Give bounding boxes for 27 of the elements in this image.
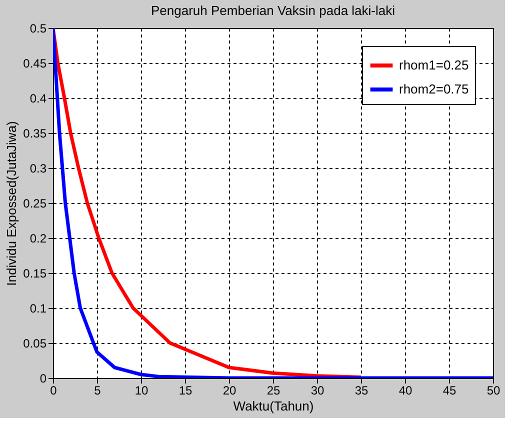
x-tick-label: 40: [398, 384, 412, 398]
x-tick-label: 50: [486, 384, 500, 398]
y-tick-label: 0.4: [30, 92, 47, 106]
y-tick-label: 0.3: [30, 162, 47, 176]
y-tick-label: 0.2: [30, 232, 47, 246]
x-tick-label: 25: [266, 384, 280, 398]
x-tick-label: 5: [94, 384, 102, 398]
y-tick-label: 0.25: [23, 196, 47, 210]
x-tick-label: 10: [134, 384, 148, 398]
x-tick-label: 35: [354, 384, 368, 398]
y-tick-label: 0.45: [23, 56, 47, 70]
x-tick-label: 20: [222, 384, 236, 398]
x-tick-label: 0: [50, 384, 58, 398]
chart-title: Pengaruh Pemberian Vaksin pada laki-laki: [150, 3, 396, 18]
y-tick-label: 0.1: [30, 302, 47, 316]
x-tick-label: 45: [442, 384, 456, 398]
x-axis-title: Waktu(Tahun): [233, 398, 314, 414]
legend-label: rhom1=0.25: [399, 58, 469, 72]
y-axis-title: Individu Expossed(JutaJiwa): [4, 121, 20, 286]
y-tick-label: 0: [40, 372, 47, 386]
legend-label: rhom2=0.75: [399, 82, 469, 96]
y-tick-label: 0.05: [23, 336, 47, 350]
x-tick-label: 30: [310, 384, 324, 398]
x-tick-label: 15: [178, 384, 192, 398]
y-tick-label: 0.15: [23, 266, 47, 280]
y-tick-label: 0.5: [30, 22, 47, 36]
y-tick-label: 0.35: [23, 126, 47, 140]
